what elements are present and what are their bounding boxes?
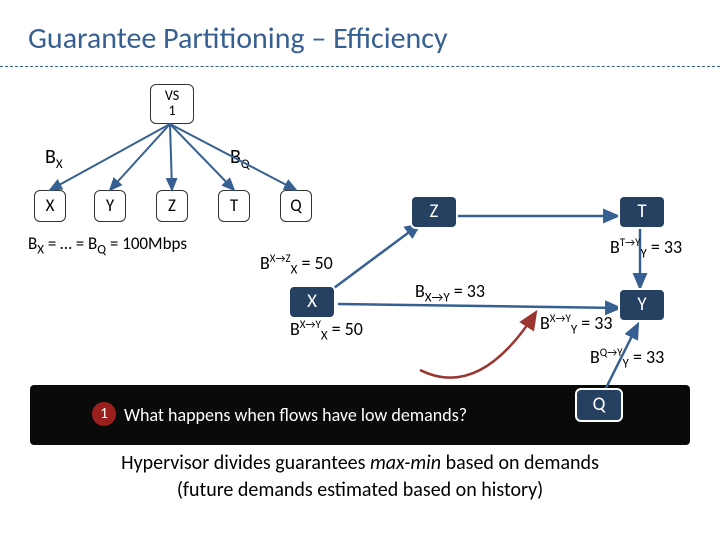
node-z: Z: [410, 195, 458, 229]
edges-svg: [0, 0, 720, 540]
bw-label-1: BX→YX = 50: [290, 318, 363, 344]
question-badge: 1: [92, 402, 116, 426]
node-x: X: [288, 285, 336, 319]
node-q: Q: [575, 388, 623, 422]
bw-label-4: BX→YY = 33: [540, 312, 613, 338]
node-t: T: [618, 195, 666, 229]
bw-label-2: BX→Y = 33: [415, 280, 485, 306]
bw-label-0: BX→ZX = 50: [260, 252, 333, 278]
bw-label-3: BT→YY = 33: [610, 236, 682, 262]
bw-label-5: BQ→YY = 33: [590, 346, 664, 372]
question-text: What happens when flows have low demands…: [124, 404, 467, 426]
node-y: Y: [618, 288, 666, 322]
